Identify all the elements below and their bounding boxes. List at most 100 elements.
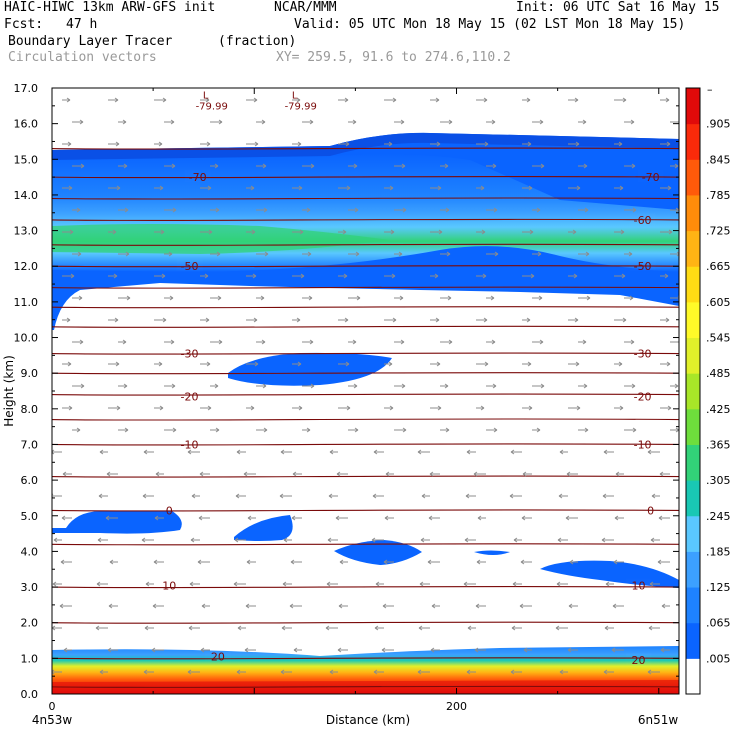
- y-tick-label: 12.0: [14, 260, 39, 273]
- circulation-vector: [385, 471, 394, 477]
- y-tick-label: 11.0: [14, 296, 39, 309]
- circulation-vector: [486, 119, 496, 125]
- circulation-vector: [246, 141, 259, 147]
- circulation-vector: [417, 449, 430, 455]
- circulation-vector: [371, 537, 384, 543]
- minimum-value: -79.99: [285, 102, 317, 113]
- circulation-vector: [474, 647, 486, 653]
- circulation-vector: [615, 471, 624, 477]
- circulation-vector: [660, 273, 669, 279]
- circulation-vector: [233, 581, 246, 587]
- circulation-vector: [670, 120, 679, 124]
- circulation-vector: [96, 581, 108, 587]
- circulation-vector: [154, 185, 164, 191]
- isotherm: [52, 197, 679, 200]
- isotherm: [52, 175, 679, 179]
- circulation-vector: [339, 559, 348, 565]
- colorbar-label: .725: [706, 225, 731, 238]
- circulation-vector: [118, 383, 128, 389]
- circulation-vector: [602, 493, 614, 499]
- circulation-vector: [532, 251, 542, 257]
- x-left-location: 4n53w: [32, 713, 73, 727]
- isotherm: [52, 147, 679, 150]
- circulation-vector: [164, 295, 174, 301]
- circulation-vector: [647, 669, 660, 675]
- y-tick-label: 17.0: [14, 82, 39, 95]
- circulation-vector: [476, 141, 489, 147]
- circulation-vector: [256, 295, 265, 301]
- circulation-vector: [670, 427, 679, 433]
- circulation-vector: [283, 537, 292, 543]
- colorbar-segment: [686, 444, 700, 481]
- circulation-vector: [486, 295, 495, 301]
- circulation-vector: [440, 295, 452, 301]
- isotherm-label: -20: [634, 390, 652, 403]
- circulation-vector: [302, 295, 313, 301]
- circulation-vector: [476, 273, 487, 279]
- circulation-vector: [281, 625, 292, 631]
- circulation-vector: [430, 141, 441, 147]
- circulation-vector: [108, 185, 121, 191]
- circulation-vector: [569, 559, 578, 565]
- circulation-vector: [522, 185, 533, 191]
- circulation-vector: [108, 361, 120, 367]
- circulation-vector: [578, 427, 589, 433]
- circulation-vector: [291, 515, 302, 521]
- colorbar-segment: [686, 159, 700, 196]
- circulation-vector: [52, 449, 62, 455]
- circulation-vector: [155, 471, 164, 477]
- isotherm-label: 20: [211, 651, 225, 664]
- colorbar-segment: [686, 88, 700, 125]
- circulation-vector: [430, 405, 442, 411]
- vectors-label: Circulation vectors: [8, 50, 157, 65]
- upper-tracer-top-edge: [52, 132, 679, 160]
- circulation-vector: [649, 581, 660, 587]
- circulation-vector: [659, 471, 670, 477]
- y-tick-label: 4.0: [21, 545, 39, 558]
- circulation-vector: [154, 229, 165, 235]
- circulation-vector: [614, 141, 623, 147]
- circulation-vector: [465, 493, 476, 499]
- circulation-vector: [394, 295, 404, 301]
- circulation-vector: [327, 537, 338, 543]
- circulation-vector: [512, 581, 522, 587]
- colorbar-segment: [686, 301, 700, 339]
- circulation-vector: [108, 603, 118, 609]
- circulation-vector: [532, 339, 544, 345]
- circulation-vector: [476, 405, 485, 411]
- circulation-vector: [246, 361, 259, 367]
- colorbar-segment: [686, 194, 700, 232]
- circulation-vector: [201, 603, 210, 609]
- y-axis: 0.0 1.0 2.0 3.0 4.0 5.0 6.0 7.0 8.0 9.0 10.0 11.0 12…: [14, 82, 679, 701]
- field-units: (fraction): [218, 34, 297, 49]
- circulation-vector: [72, 251, 82, 257]
- circulation-vector: [624, 251, 633, 257]
- colorbar-segment: [686, 515, 700, 552]
- circulation-vector: [394, 207, 407, 213]
- circulation-vector: [164, 427, 177, 433]
- circulation-vector: [97, 537, 108, 543]
- circulation-vector: [236, 669, 246, 675]
- circulation-vector: [289, 603, 302, 609]
- circulation-vector: [624, 295, 634, 301]
- circulation-vector: [302, 207, 311, 213]
- circulation-vector: [292, 141, 302, 147]
- circulation-vector: [59, 603, 72, 609]
- circulation-vector: [532, 207, 541, 213]
- circulation-vector: [292, 317, 301, 323]
- circulation-vector: [430, 317, 440, 323]
- circulation-vector: [99, 449, 108, 455]
- circulation-vector: [657, 559, 670, 565]
- circulation-vector: [348, 119, 357, 125]
- circulation-vector: [440, 119, 453, 125]
- circulation-vector: [210, 295, 222, 301]
- isotherm-lines: [52, 147, 679, 688]
- circulation-vector: [651, 493, 660, 499]
- circulation-vector: [200, 405, 212, 411]
- y-tick-label: 0.0: [21, 688, 39, 701]
- y-tick-label: 14.0: [14, 189, 39, 202]
- circulation-vector: [109, 559, 118, 565]
- circulation-vector: [338, 317, 349, 323]
- circulation-vector: [142, 493, 154, 499]
- circulation-vector: [421, 493, 430, 499]
